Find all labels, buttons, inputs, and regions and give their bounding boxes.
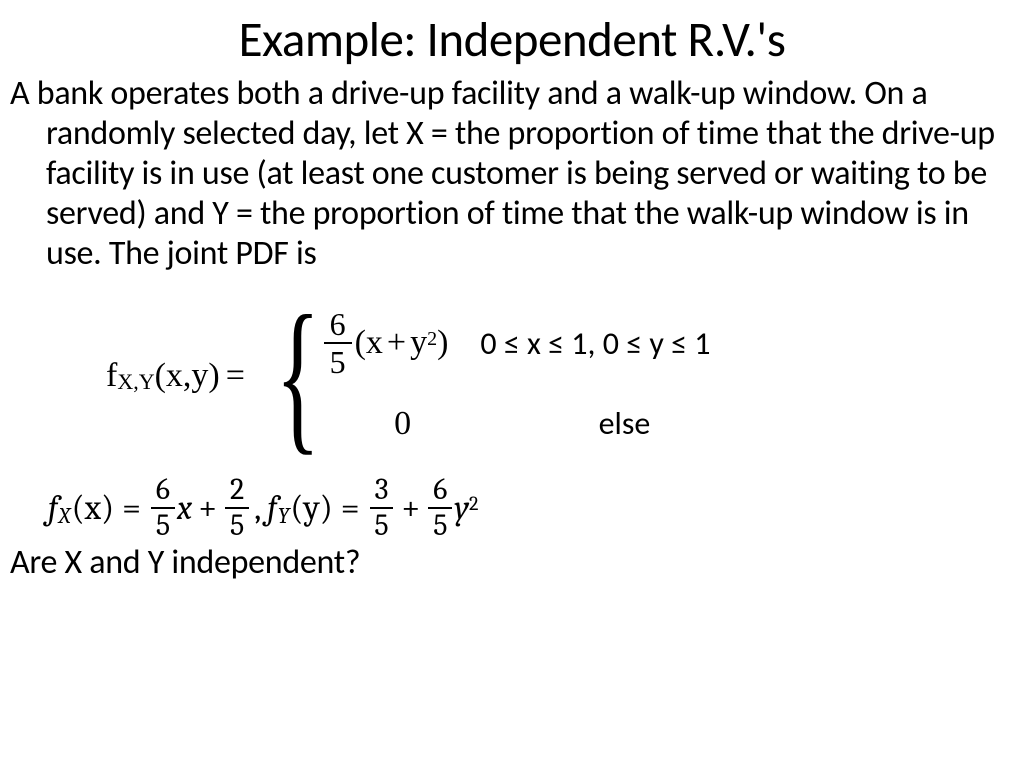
fy-frac1: 35 [370,475,394,541]
fx-sub: X [59,503,71,529]
coef-fraction: 6 5 [324,308,352,378]
case2-value: 0 [343,405,463,443]
fx-frac2: 25 [225,475,249,541]
expr-y: y [410,324,427,362]
case1-condition: 0 ≤ x ≤ 1, 0 ≤ y ≤ 1 [480,324,710,363]
fy-sub: Y [278,503,290,529]
fy-t1-den: 5 [374,509,388,541]
brace-group: { 6 5 (x + y2) 0 ≤ x ≤ 1, 0 ≤ y ≤ 1 0 el… [257,308,711,443]
fx-t1-num: 6 [151,475,175,509]
joint-pdf-equation: fX,Y(x,y) = { 6 5 (x + y2) 0 ≤ x ≤ 1, 0 … [6,281,1018,471]
fy-eq: = [341,488,360,528]
fy-t2-den: 5 [433,509,447,541]
pdf-equals: = [226,357,245,395]
fy-t2-num: 6 [428,475,452,509]
fx-t2-num: 2 [225,475,249,509]
fx-t2-den: 5 [230,509,244,541]
fy-frac2: 65 [428,475,452,541]
fy-sup: 2 [469,492,478,515]
pdf-sub: X,Y [117,369,154,395]
cases: 6 5 (x + y2) 0 ≤ x ≤ 1, 0 ≤ y ≤ 1 0 else [321,308,711,443]
expr-sup: 2 [427,328,437,351]
fx-frac1: 65 [151,475,175,541]
fx-f: f [48,488,58,528]
left-brace-icon: { [275,316,320,435]
fx-plus: + [198,488,217,528]
fy-plus: + [401,488,420,528]
case-2: 0 else [321,404,711,443]
pdf-f: f [106,357,117,395]
marginal-pdfs: fX(x) = 65 x + 25 , fY(y) = 35 + 65 y2 [6,475,1018,541]
marg-comma: , [254,488,261,528]
expr-plus: + [387,324,406,362]
fx-t1-den: 5 [156,509,170,541]
case-1: 6 5 (x + y2) 0 ≤ x ≤ 1, 0 ≤ y ≤ 1 [321,308,711,378]
fx-eq: = [122,488,141,528]
case2-condition: else [599,404,651,443]
fy-var: y [454,488,469,528]
question-text: Are X and Y independent? [6,543,1018,584]
expr-open: (x [355,324,383,362]
fx-var1: x [177,488,192,528]
pdf-args: (x,y) [155,357,220,395]
pdf-lhs: fX,Y(x,y) = [106,357,251,395]
fy-f: f [267,488,277,528]
problem-statement: A bank operates both a drive-up facility… [6,74,1018,275]
coef-den: 5 [330,344,346,378]
fy-t1-num: 3 [370,475,394,509]
expr-close: ) [437,324,448,362]
fx-args: (x) [72,488,114,528]
slide-title: Example: Independent R.V.'s [6,10,1018,70]
coef-num: 6 [324,308,352,344]
fy-args: (y) [290,488,332,528]
